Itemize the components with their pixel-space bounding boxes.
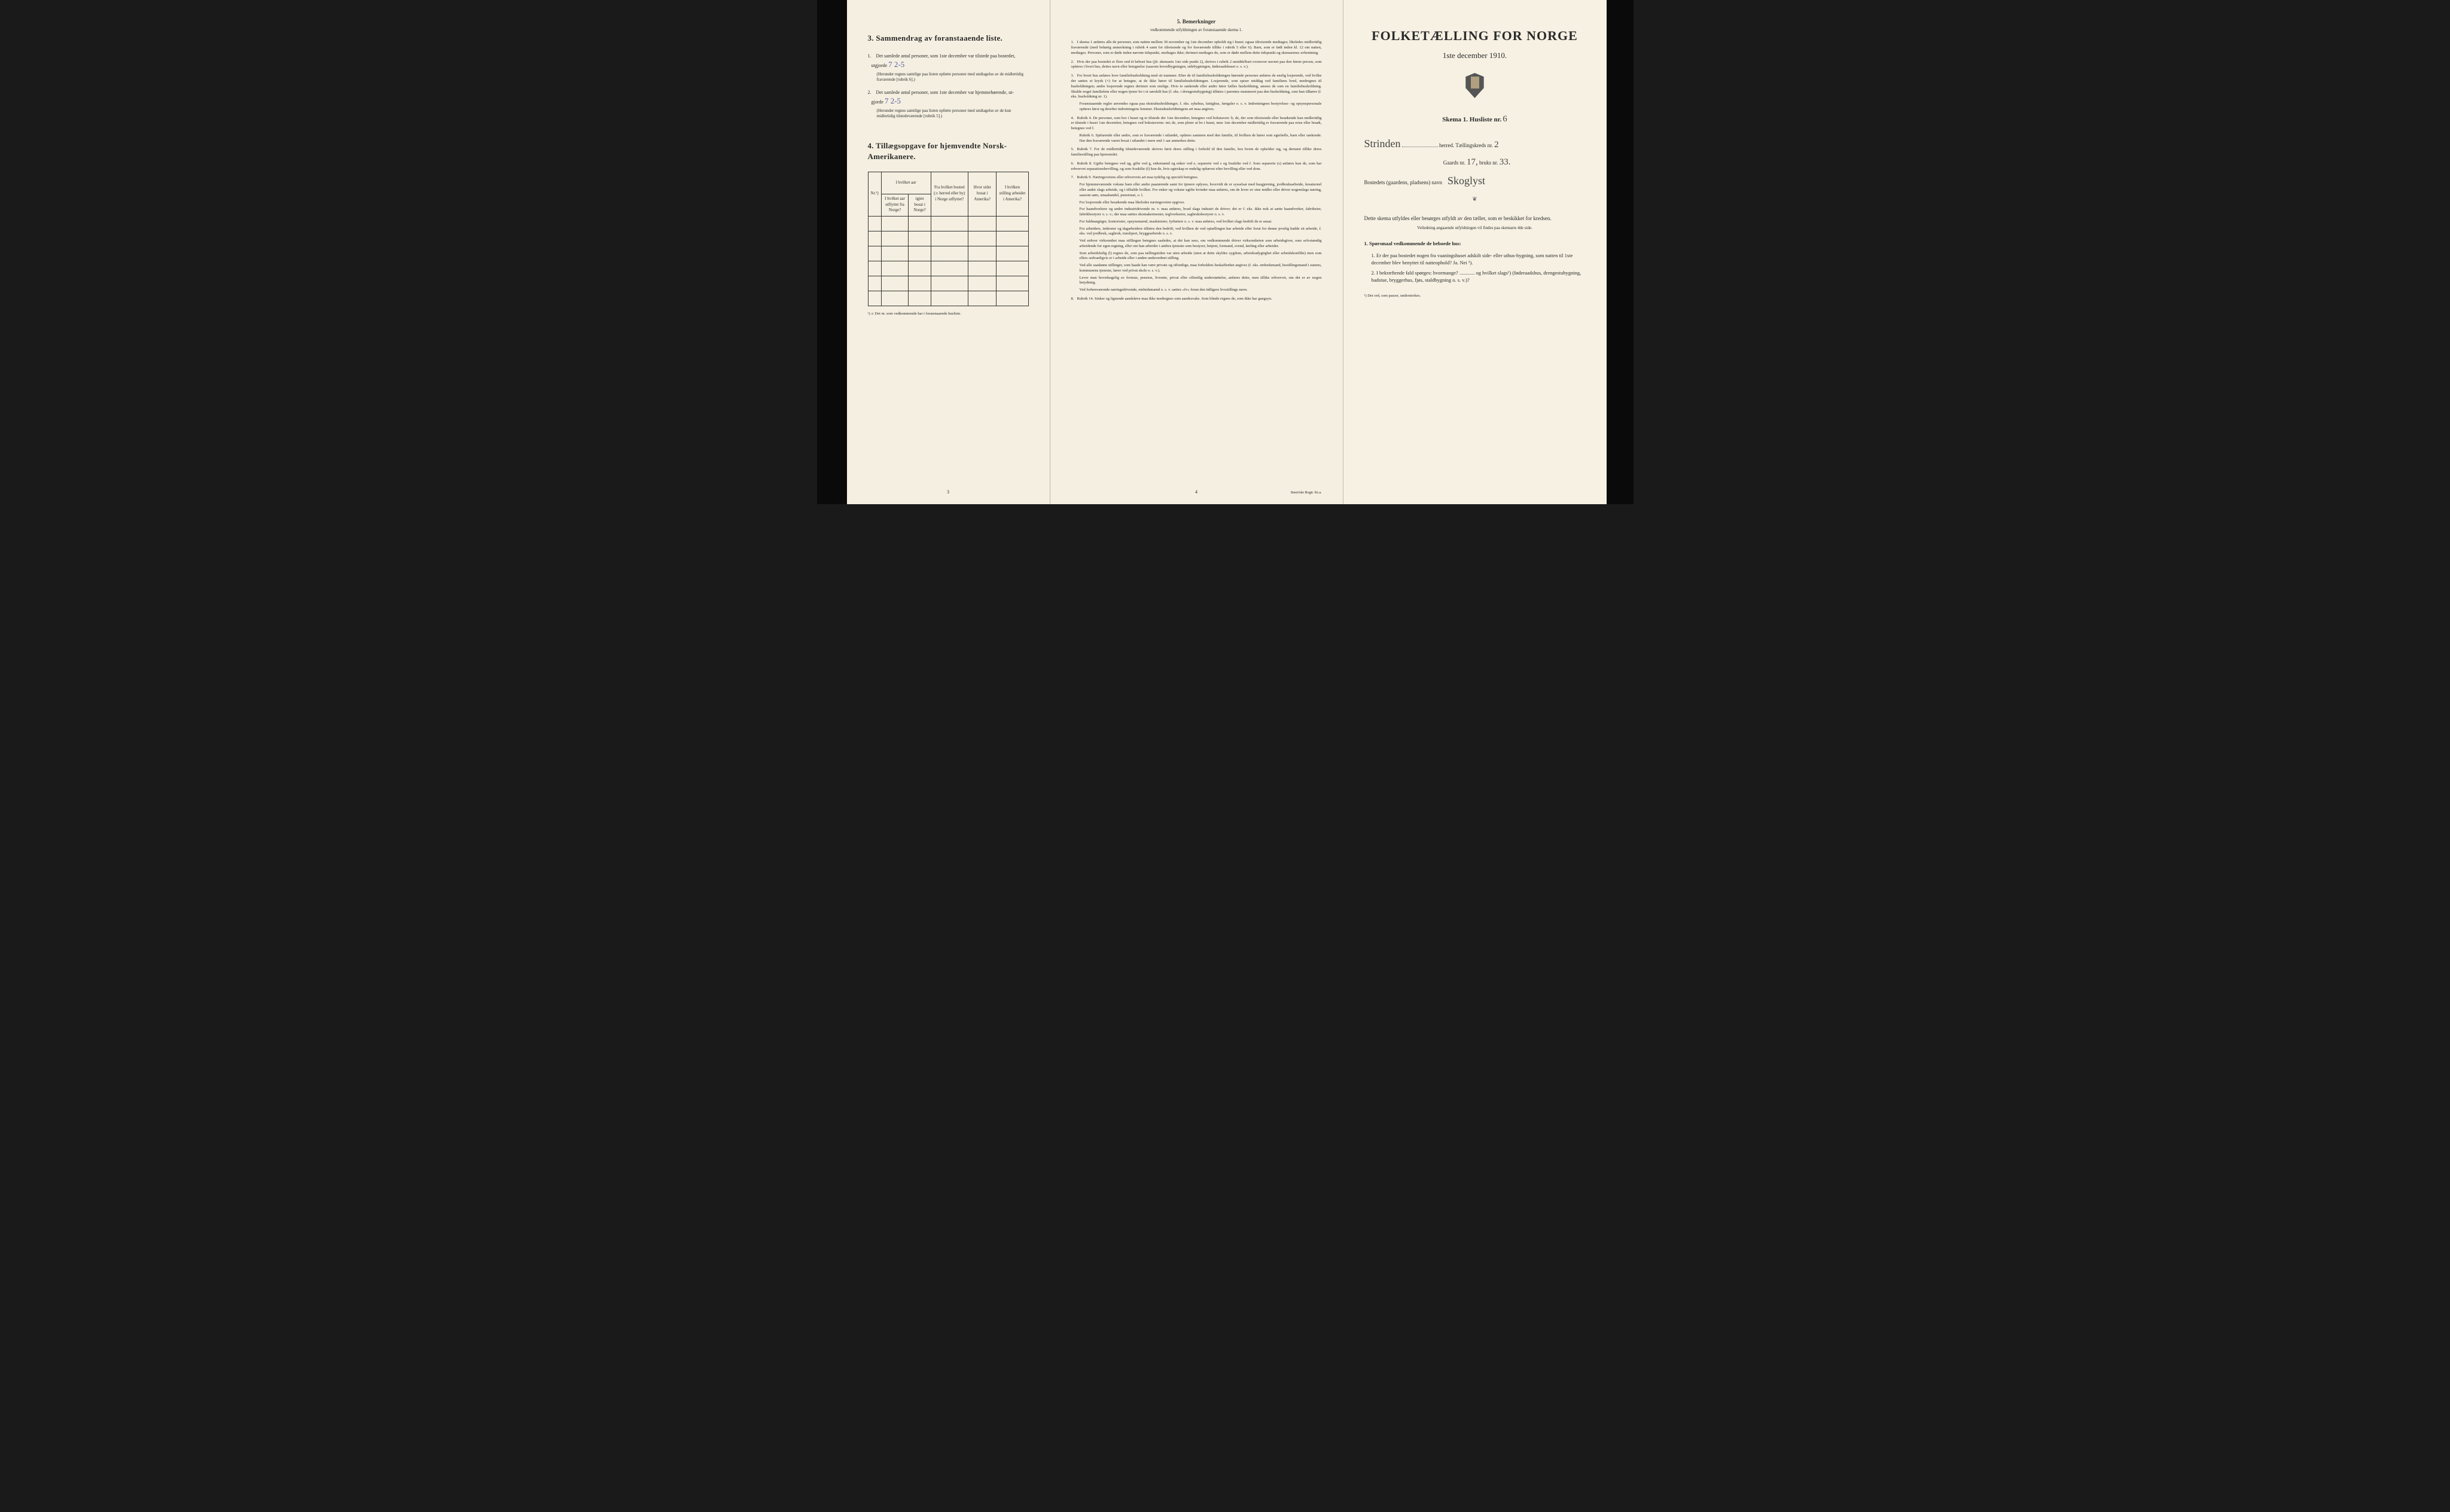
r9-sub: For hjemmeværende voksne barn eller andr… bbox=[1080, 182, 1322, 198]
rubrik-item: 6.Rubrik 8. Ugifte betegnes ved ug, gift… bbox=[1071, 161, 1322, 172]
table-row bbox=[868, 291, 1028, 306]
herred-hw: Strinden bbox=[1364, 138, 1401, 150]
table-row bbox=[868, 246, 1028, 261]
th-stilling: I hvilken stilling arbeidet i Amerika? bbox=[997, 172, 1028, 216]
page-num-3: 3 bbox=[947, 489, 949, 495]
summary-item-1: 1. Det samlede antal personer, som 1ste … bbox=[868, 53, 1029, 83]
main-date: 1ste december 1910. bbox=[1364, 50, 1586, 61]
gaards-line: Gaards nr. 17, bruks nr. 33. bbox=[1364, 156, 1586, 169]
th-aar-super: I hvilket aar bbox=[881, 172, 931, 194]
footnote-left: ¹) ɔ: Det nr. som vedkommende har i fora… bbox=[868, 311, 1029, 316]
th-amerika: Hvor sidst bosat i Amerika? bbox=[968, 172, 997, 216]
page-3: 3. Sammendrag av foranstaaende liste. 1.… bbox=[847, 0, 1050, 504]
r9-sub: For fuldmægtiger, kontorister, opsynsmæn… bbox=[1080, 220, 1322, 225]
rubrik-item: 7.Rubrik 9. Næringsveiens eller erhverve… bbox=[1071, 175, 1322, 293]
question-title: 1. Spørsmaal vedkommende de beboede hus: bbox=[1364, 240, 1586, 248]
r9-sub: For losjerende eller besøkende maa likel… bbox=[1080, 200, 1322, 206]
item1-note: (Herunder regnes samtlige paa listen opf… bbox=[877, 72, 1029, 84]
tillaeg-table: Nr.¹) I hvilket aar Fra hvilket bosted (… bbox=[868, 172, 1029, 306]
instruction-1: Dette skema utfyldes eller besørges utfy… bbox=[1364, 215, 1586, 222]
table-row bbox=[868, 276, 1028, 291]
item2-label: gjorde bbox=[871, 99, 883, 105]
coat-of-arms-icon bbox=[1464, 73, 1486, 98]
section-5-title: 5. Bemerkninger bbox=[1071, 18, 1322, 26]
th-nr: Nr.¹) bbox=[868, 172, 881, 216]
rubrik-item: 1.I skema 1 anføres alle de personer, so… bbox=[1071, 40, 1322, 56]
page-num-4: 4 bbox=[1195, 489, 1197, 495]
summary-item-2: 2. Det samlede antal personer, som 1ste … bbox=[868, 89, 1029, 120]
gaards-nr-hw: 17, bbox=[1467, 157, 1478, 167]
question-2: 2. I bekræftende fald spørges: hvormange… bbox=[1372, 270, 1586, 284]
rubrik-item: 8.Rubrik 14. Sinker og lignende aandsløv… bbox=[1071, 297, 1322, 302]
imprint: Steen'ske Bogtr. Kr.a. bbox=[1291, 490, 1322, 495]
table-row bbox=[868, 261, 1028, 276]
r9-sub: Lever man hovedsagelig av formue, pensio… bbox=[1080, 276, 1322, 286]
rubrik-list: 1.I skema 1 anføres alle de personer, so… bbox=[1071, 40, 1322, 301]
item2-text: Det samlede antal personer, som 1ste dec… bbox=[876, 90, 1014, 95]
questions-block: 1. Spørsmaal vedkommende de beboede hus:… bbox=[1364, 240, 1586, 284]
tillaeg-tbody bbox=[868, 216, 1028, 306]
bosted-line: Bostedets (gaardens, pladsens) navn Skog… bbox=[1364, 173, 1586, 188]
document-spread: 3. Sammendrag av foranstaaende liste. 1.… bbox=[817, 0, 1634, 504]
kreds-nr-hw: 2 bbox=[1494, 140, 1499, 150]
section-5-subtitle: vedkommende utfyldningen av foranstaaend… bbox=[1071, 28, 1322, 33]
item2-note: (Herunder regnes samtlige paa listen opf… bbox=[877, 108, 1029, 120]
bruks-nr-hw: 33. bbox=[1500, 157, 1511, 167]
instruction-2: Veiledning angaaende utfyldningen vil fi… bbox=[1364, 225, 1586, 231]
ornament-icon: ❦ bbox=[1364, 196, 1586, 204]
rubrik-item: 5.Rubrik 7. For de midlertidig tilstedev… bbox=[1071, 147, 1322, 158]
table-row bbox=[868, 216, 1028, 231]
th-utflyttet: I hvilket aar utflyttet fra Norge? bbox=[881, 194, 909, 216]
main-title: FOLKETÆLLING FOR NORGE bbox=[1364, 27, 1586, 45]
husliste-nr-hw: 6 bbox=[1503, 114, 1507, 124]
rubrik-item: 3.For hvert hus anføres hver familiehush… bbox=[1071, 74, 1322, 112]
page-4: 5. Bemerkninger vedkommende utfyldningen… bbox=[1050, 0, 1343, 504]
item1-label: utgjorde bbox=[871, 63, 888, 68]
item1-value-hw: 7 2-5 bbox=[888, 59, 904, 70]
r9-sub: Som arbeidsledig (l) regnes de, som paa … bbox=[1080, 251, 1322, 262]
item1-text: Det samlede antal personer, som 1ste dec… bbox=[876, 53, 1016, 59]
footnote-right: ¹) Det ord, som passer, understrekes. bbox=[1364, 293, 1586, 298]
th-igjen: igjen bosat i Norge? bbox=[909, 194, 931, 216]
bosted-hw: Skoglyst bbox=[1448, 175, 1485, 187]
left-edge bbox=[817, 0, 847, 504]
question-1: 1. Er der paa bostedet nogen fra vaaning… bbox=[1372, 252, 1586, 267]
r9-sub: Ved alle saadanne stillinger, som baade … bbox=[1080, 263, 1322, 274]
r9-sub: For haandverkere og andre industridriven… bbox=[1080, 207, 1322, 218]
rubrik-item: 2.Hvis der paa bostedet er flere end ét … bbox=[1071, 60, 1322, 71]
r9-sub: Ved enhver virksomhet maa stillingen bet… bbox=[1080, 239, 1322, 249]
section-4-title: 4. Tillægsopgave for hjemvendte Norsk-Am… bbox=[868, 141, 1029, 162]
r9-sub: Ved forhenværende næringsdrivende, embed… bbox=[1080, 288, 1322, 293]
table-row bbox=[868, 231, 1028, 246]
item2-value-hw: 7 2-5 bbox=[885, 96, 901, 106]
rubrik-sub: Foranstaaende regler anvendes ogsaa paa … bbox=[1080, 102, 1322, 112]
page-title-page: FOLKETÆLLING FOR NORGE 1ste december 191… bbox=[1343, 0, 1607, 504]
herred-line: Strinden herred. Tællingskreds nr. 2 bbox=[1364, 136, 1586, 151]
r9-sub: For arbeidere, inderster og dagarbeidere… bbox=[1080, 227, 1322, 237]
rubrik-item: 4.Rubrik 4. De personer, som bor i huset… bbox=[1071, 116, 1322, 144]
th-bosted: Fra hvilket bosted (ɔ: herred eller by) … bbox=[931, 172, 968, 216]
rubrik-6: Rubrik 6. Sjøfarende eller andre, som er… bbox=[1080, 133, 1322, 144]
skema-line: Skema 1. Husliste nr. 6 bbox=[1364, 113, 1586, 126]
right-edge bbox=[1607, 0, 1634, 504]
section-3-title: 3. Sammendrag av foranstaaende liste. bbox=[868, 33, 1029, 44]
